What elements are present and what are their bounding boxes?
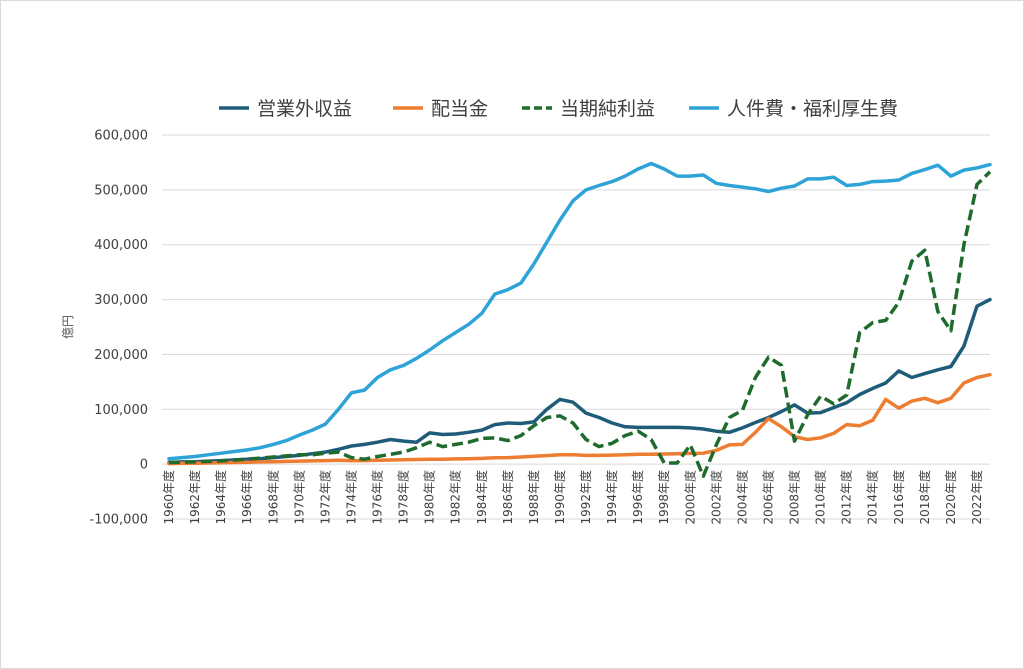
legend-label-2: 配当金 xyxy=(431,98,488,120)
x-tick-label: 1996年度 xyxy=(630,470,645,525)
y-tick-label: 500,000 xyxy=(94,183,148,198)
x-tick-label: 1966年度 xyxy=(239,470,254,525)
x-tick-label: 1982年度 xyxy=(448,470,463,525)
series-line-3 xyxy=(168,170,992,478)
x-tick-label: 1986年度 xyxy=(500,470,515,525)
y-tick-label: 600,000 xyxy=(94,129,148,144)
x-tick-label: 2022年度 xyxy=(969,470,984,525)
x-tick-label: 1974年度 xyxy=(343,470,358,525)
x-tick-label: 2014年度 xyxy=(865,470,880,525)
x-tick-label: 2020年度 xyxy=(943,470,958,525)
gridlines xyxy=(162,134,990,520)
y-axis-ticks: -100,000 0 100,000 200,000 300,000 400,000 500… xyxy=(90,129,148,528)
x-tick-label: 1960年度 xyxy=(161,470,176,525)
legend-label-4: 人件費・福利厚生費 xyxy=(727,98,898,120)
x-tick-label: 1962年度 xyxy=(187,470,202,525)
x-tick-label: 2016年度 xyxy=(891,470,906,525)
x-tick-label: 2010年度 xyxy=(813,470,828,525)
x-tick-label: 1992年度 xyxy=(578,470,593,525)
x-tick-label: 2012年度 xyxy=(839,470,854,525)
x-tick-label: 2004年度 xyxy=(734,470,749,525)
x-tick-label: 2008年度 xyxy=(787,470,802,525)
x-tick-label: 1970年度 xyxy=(291,470,306,525)
x-tick-label: 1988年度 xyxy=(526,470,541,525)
y-axis-label: 億円 xyxy=(61,315,75,339)
x-axis-ticks: 1960年度 1962年度 1964年度 1966年度 1968年度 1970年度 1972… xyxy=(161,470,984,525)
y-tick-label: 200,000 xyxy=(94,348,148,363)
y-tick-label: 300,000 xyxy=(94,293,148,308)
series-line-2 xyxy=(167,372,992,466)
series-lines xyxy=(167,161,992,478)
y-tick-label: -100,000 xyxy=(90,513,148,528)
x-tick-label: 1968年度 xyxy=(265,470,280,525)
x-tick-label: 1976年度 xyxy=(370,470,385,525)
x-tick-label: 2002年度 xyxy=(708,470,723,525)
x-tick-label: 2000年度 xyxy=(682,470,697,525)
y-tick-label: 100,000 xyxy=(94,403,148,418)
x-tick-label: 2006年度 xyxy=(760,470,775,525)
x-tick-label: 1972年度 xyxy=(317,470,332,525)
x-tick-label: 2018年度 xyxy=(917,470,932,525)
x-tick-label: 1994年度 xyxy=(604,470,619,525)
legend-label-3: 当期純利益 xyxy=(560,98,655,120)
x-tick-label: 1984年度 xyxy=(474,470,489,525)
x-tick-label: 1980年度 xyxy=(422,470,437,525)
x-tick-label: 1978年度 xyxy=(396,470,411,525)
y-tick-label: 0 xyxy=(140,458,148,473)
legend: 営業外収益 配当金 当期純利益 人件費・福利厚生費 xyxy=(219,98,898,120)
x-tick-label: 1998年度 xyxy=(656,470,671,525)
legend-label-1: 営業外収益 xyxy=(257,98,352,120)
x-tick-label: 1990年度 xyxy=(552,470,567,525)
series-line-4 xyxy=(167,161,992,461)
x-tick-label: 1964年度 xyxy=(213,470,228,525)
y-tick-label: 400,000 xyxy=(94,238,148,253)
